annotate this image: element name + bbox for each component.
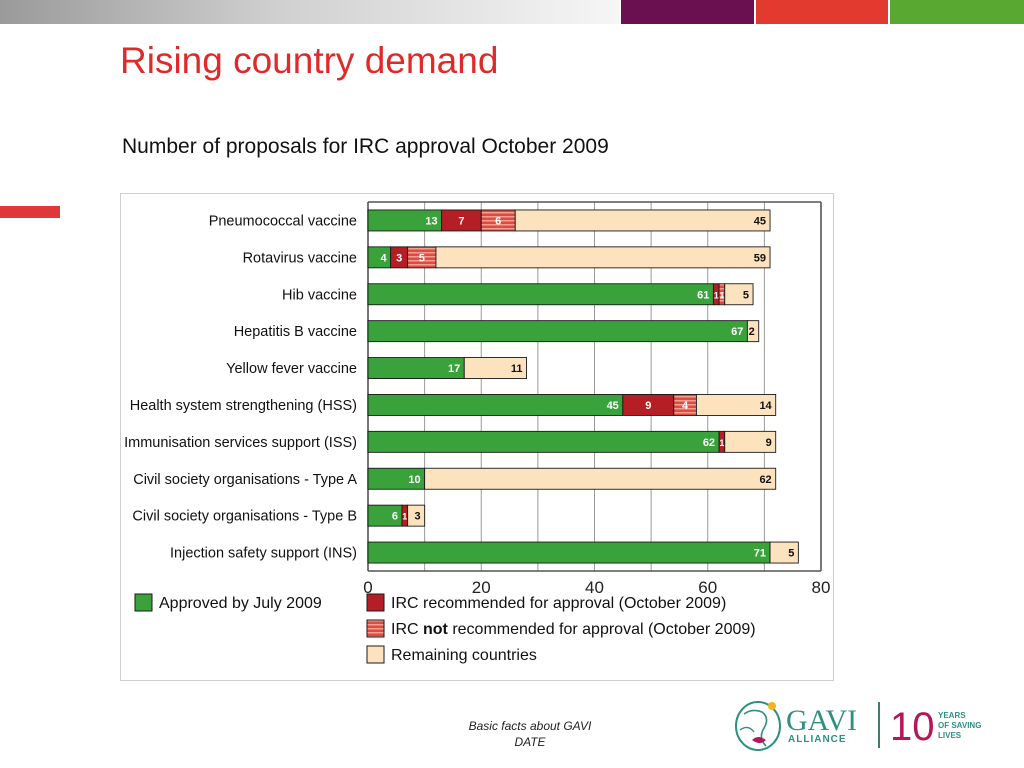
category-label: Pneumococcal vaccine — [209, 213, 357, 229]
bar-segment — [367, 283, 714, 306]
top-bar-red — [756, 0, 888, 24]
data-label: 4 — [682, 400, 689, 412]
data-label: 5 — [788, 548, 794, 560]
data-label: 3 — [396, 252, 402, 264]
x-tick-label: 60 — [698, 578, 717, 597]
data-label: 61 — [697, 289, 709, 301]
data-label: 1 — [719, 438, 724, 448]
data-label: 62 — [759, 474, 771, 486]
footer-line-2: DATE — [514, 735, 546, 749]
bar-segment — [407, 504, 426, 527]
x-tick-label: 20 — [472, 578, 491, 597]
bar-segment — [724, 430, 777, 453]
category-label: Injection safety support (INS) — [170, 546, 357, 562]
logo-brand-text: GAVI — [786, 704, 857, 737]
top-bar-purple — [621, 0, 754, 24]
x-axis-ticks: 0 20 40 60 80 — [363, 578, 830, 597]
legend-swatch — [366, 645, 385, 664]
legend-label: IRC recommended for approval (October 20… — [391, 595, 726, 612]
bar-segment — [367, 320, 748, 343]
category-label: Rotavirus vaccine — [243, 250, 357, 266]
category-label: Civil society organisations - Type A — [133, 472, 357, 488]
legend-text-part: recommended for approval (October 2009) — [448, 621, 756, 638]
legend-text-part: IRC — [391, 621, 423, 638]
bar-segment — [769, 541, 799, 564]
data-label: 10 — [408, 474, 420, 486]
data-label: 62 — [703, 437, 715, 449]
legend-swatch — [134, 593, 153, 612]
logo-brand-subtext: ALLIANCE — [788, 734, 847, 745]
category-label: Health system strengthening (HSS) — [130, 398, 357, 414]
bar-segment — [435, 246, 771, 269]
data-label: 11 — [511, 363, 523, 375]
data-label: 1 — [719, 290, 724, 300]
data-label: 1 — [402, 512, 407, 522]
data-label: 5 — [419, 252, 425, 264]
bar-segment — [746, 320, 760, 343]
bar-segment — [463, 357, 528, 380]
category-labels: Pneumococcal vaccine Rotavirus vaccine Hib… — [124, 213, 357, 561]
data-label: 45 — [754, 215, 766, 227]
gavi-logo: GAVI ALLIANCE 10 YEARS OF SAVING LIVES — [735, 701, 981, 751]
data-label: 2 — [749, 326, 755, 338]
category-label: Hib vaccine — [282, 287, 357, 303]
data-label: 13 — [425, 215, 437, 227]
legend-swatch — [366, 593, 385, 612]
data-label: 45 — [607, 400, 619, 412]
chart-panel: 13 7 6 45 4 3 5 59 61 1 1 5 67 2 17 11 45 9 4 14 62 1 9 10 62 6 1 3… — [120, 193, 834, 681]
x-tick-label: 80 — [812, 578, 831, 597]
x-tick-label: 0 — [363, 578, 372, 597]
legend: Approved by July 2009 IRC recommended for… — [134, 593, 756, 664]
data-label: 5 — [743, 289, 749, 301]
top-bar-gradient — [0, 0, 620, 24]
top-bar-green — [890, 0, 1024, 24]
globe-figure-icon — [735, 701, 781, 751]
slide-title: Rising country demand — [120, 40, 499, 81]
category-label: Civil society organisations - Type B — [132, 509, 357, 525]
data-label: 71 — [754, 548, 766, 560]
bar-segment — [367, 246, 392, 269]
red-accent-mark — [0, 206, 60, 218]
data-label: 4 — [381, 252, 388, 264]
bar-segment — [367, 541, 771, 564]
top-color-bar — [0, 0, 1024, 24]
data-label: 14 — [759, 400, 772, 412]
bar-segment — [724, 283, 754, 306]
x-tick-label: 40 — [585, 578, 604, 597]
logo-tagline-line-2: OF SAVING — [938, 721, 981, 730]
data-label: 7 — [458, 215, 464, 227]
footer-line-1: Basic facts about GAVI — [468, 719, 592, 733]
data-label: 6 — [495, 215, 501, 227]
legend-label: Remaining countries — [391, 647, 537, 664]
bar-segment — [695, 393, 777, 416]
footer-note: Basic facts about GAVI DATE — [430, 718, 630, 750]
category-label: Yellow fever vaccine — [226, 361, 357, 377]
data-label: 1 — [714, 290, 719, 300]
data-label: 9 — [766, 437, 772, 449]
legend-label: Approved by July 2009 — [159, 595, 322, 612]
data-label: 9 — [645, 400, 651, 412]
logo-tagline-line-3: LIVES — [938, 731, 962, 740]
data-label: 17 — [448, 363, 460, 375]
logo-divider — [878, 702, 880, 748]
data-label: 6 — [392, 511, 398, 523]
logo-anniversary-number: 10 — [890, 705, 935, 749]
data-label: 67 — [731, 326, 743, 338]
bar-segment — [367, 393, 624, 416]
category-label: Immunisation services support (ISS) — [124, 435, 357, 451]
legend-swatch — [366, 619, 385, 638]
legend-label: IRC not recommended for approval (Octobe… — [391, 621, 756, 638]
logo-tagline-line-1: YEARS — [938, 711, 966, 720]
bar-segment — [367, 430, 720, 453]
category-label: Hepatitis B vaccine — [234, 324, 357, 340]
bar-segment — [514, 209, 771, 232]
bar-segment — [424, 467, 777, 490]
chart-subtitle: Number of proposals for IRC approval Oct… — [122, 135, 609, 158]
legend-text-bold: not — [423, 621, 449, 638]
data-label: 3 — [415, 511, 421, 523]
data-label: 59 — [754, 252, 766, 264]
